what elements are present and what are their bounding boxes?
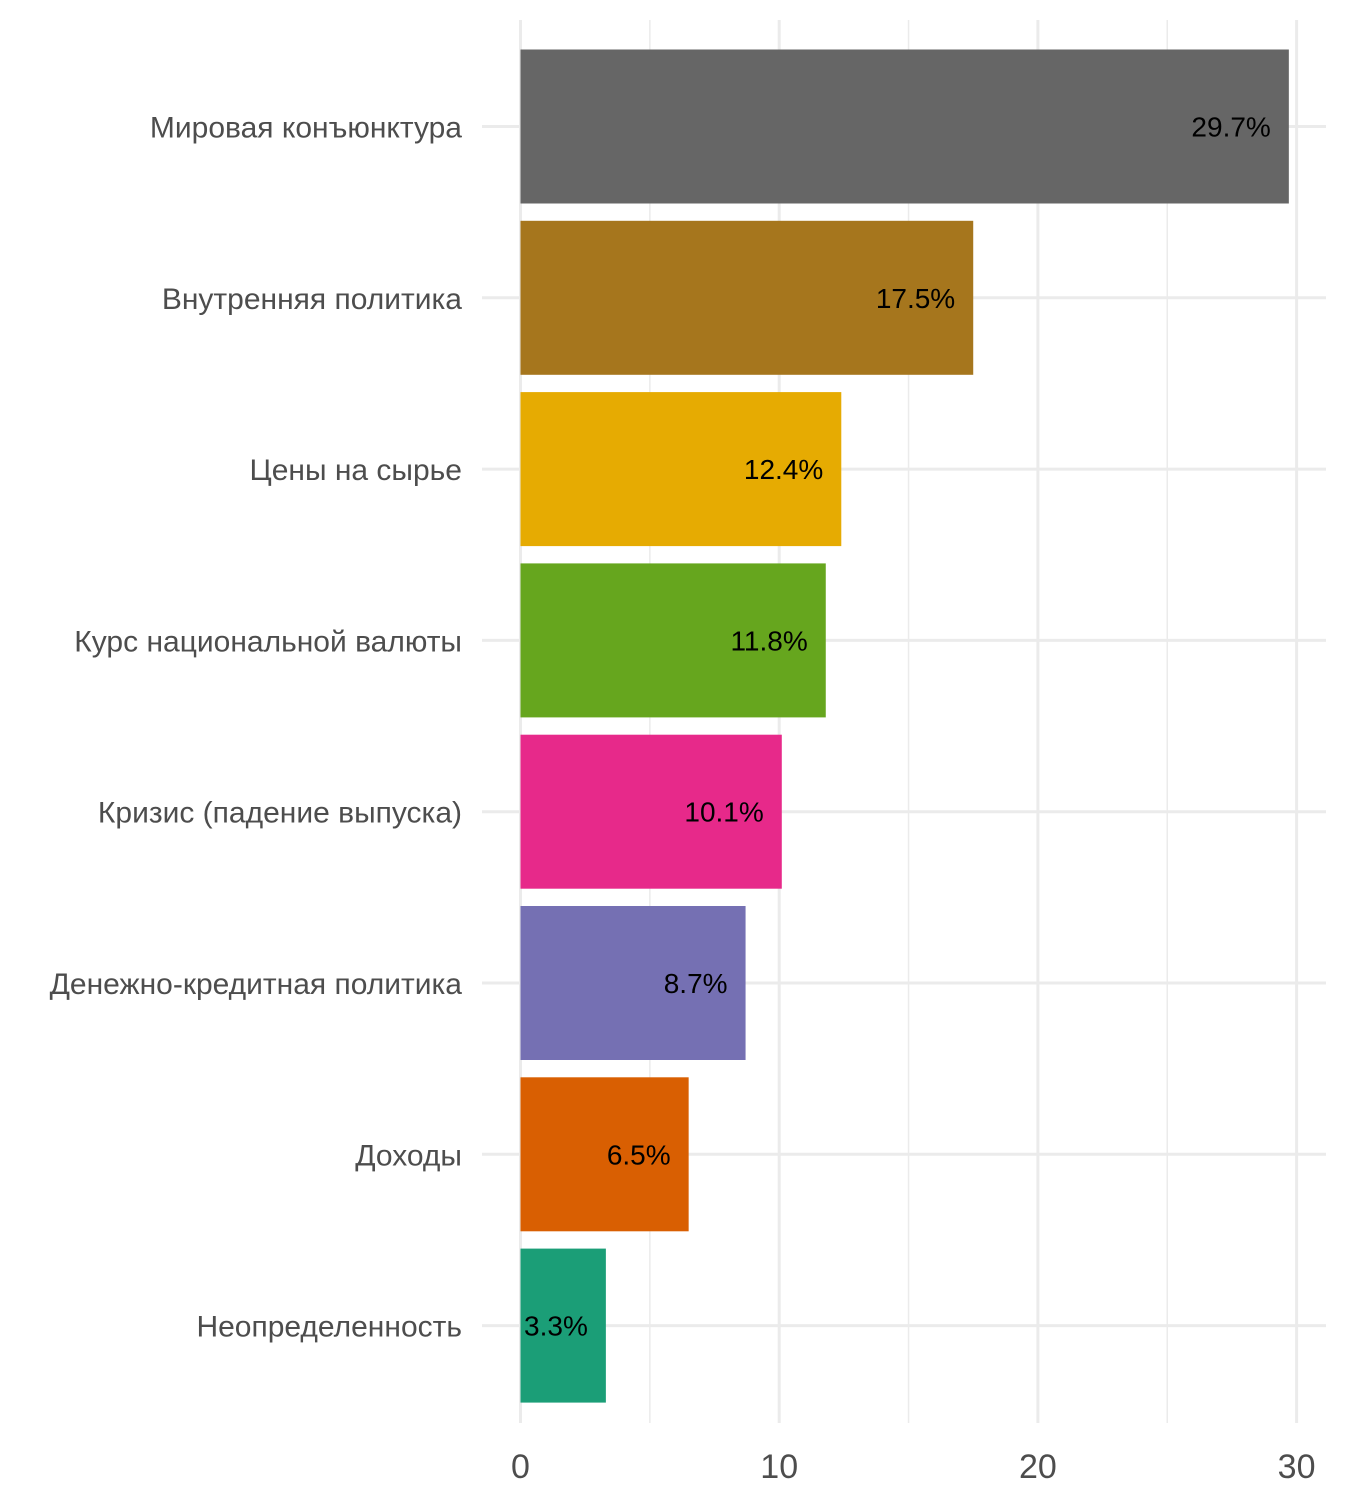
category-label: Денежно-кредитная политика	[50, 968, 463, 1001]
data-label: 10.1%	[684, 797, 763, 828]
bar	[520, 906, 746, 1060]
x-tick-label: 0	[511, 1448, 530, 1486]
category-label: Цены на сырье	[250, 454, 463, 487]
x-tick-label: 10	[760, 1448, 798, 1486]
bar	[520, 1248, 606, 1403]
category-label: Кризис (падение выпуска)	[98, 797, 462, 830]
bar	[520, 563, 826, 718]
x-tick-label: 30	[1278, 1448, 1316, 1486]
bar	[520, 1077, 689, 1232]
data-label: 17.5%	[876, 283, 955, 314]
bars	[520, 49, 1289, 1403]
data-labels: 29.7% 17.5% 12.4% 11.8% 10.1% 8.7% 6.5% 3.3%	[524, 112, 1271, 1342]
data-label: 8.7%	[664, 968, 728, 999]
category-label: Внутренняя политика	[162, 283, 462, 316]
bar	[520, 220, 974, 375]
data-label: 29.7%	[1191, 112, 1270, 143]
bar	[520, 49, 1289, 204]
data-label: 11.8%	[730, 625, 807, 656]
category-label: Доходы	[355, 1139, 462, 1172]
data-label: 12.4%	[744, 454, 823, 485]
category-label: Курс национальной валюты	[74, 625, 462, 658]
bar	[520, 392, 842, 547]
value-axis: 0 10 20 30	[511, 1448, 1315, 1486]
data-label: 3.3%	[524, 1311, 588, 1342]
data-label: 6.5%	[607, 1139, 671, 1170]
category-label: Неопределенность	[196, 1311, 462, 1344]
x-tick-label: 20	[1019, 1448, 1057, 1486]
bar	[520, 734, 782, 889]
category-axis: Мировая конъюнктура Внутренняя политика Це…	[50, 112, 463, 1344]
category-label: Мировая конъюнктура	[150, 112, 462, 145]
